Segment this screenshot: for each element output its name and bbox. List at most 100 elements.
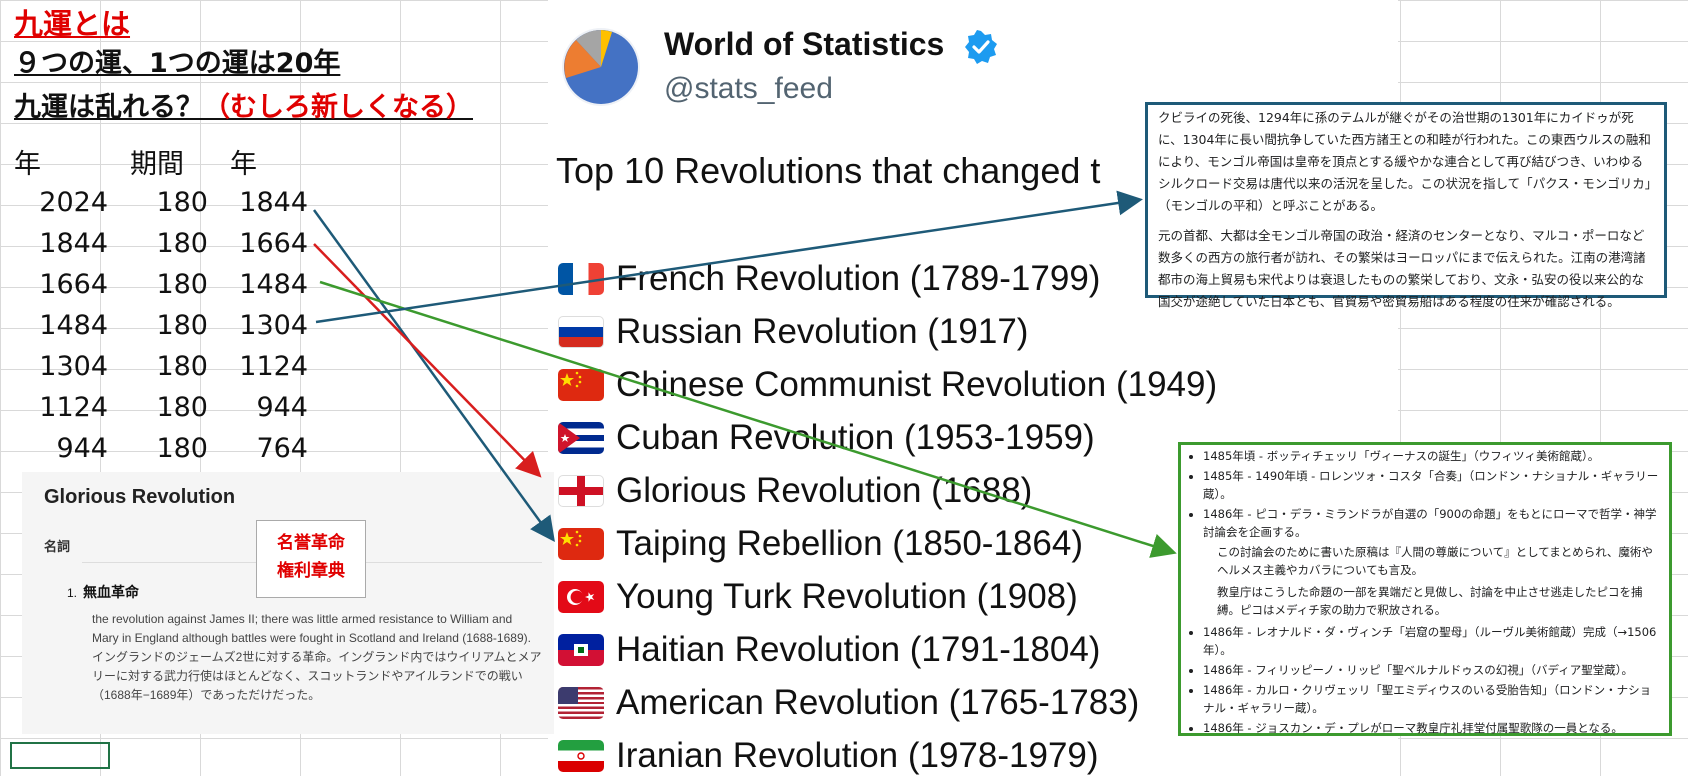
header-cell[interactable]: 期間 <box>130 148 184 180</box>
dictionary-entry: Glorious Revolution 名詞 1. 無血革命 the revolu… <box>22 472 554 734</box>
table-header-row: 年 期間 年 <box>14 140 308 182</box>
table-row: 1124 180 944 <box>14 387 308 428</box>
wiki-subparagraph: この討論会のために書いた原稿は『人間の尊厳について』としてまとめられ、魔術やヘル… <box>1217 545 1653 577</box>
revolution-label: Cuban Revolution (1953-1959) <box>616 417 1095 457</box>
pie-chart-avatar-icon[interactable] <box>562 28 640 106</box>
list-item: 1486年 - レオナルド・ダ・ヴィンチ「岩窟の聖母」（ルーヴル美術館蔵）完成（… <box>1203 623 1661 659</box>
list-item: 1486年 - カルロ・クリヴェッリ「聖エミディウスのいる受胎告知」（ロンドン・… <box>1203 681 1661 717</box>
revolution-label: Russian Revolution (1917) <box>616 311 1029 351</box>
cell[interactable]: 180 <box>156 351 208 382</box>
note-line: 名誉革命 <box>277 533 345 553</box>
wiki-excerpt-mongol: クビライの死後、1294年に孫のテムルが継ぐがその治世期の1301年にカイドゥが… <box>1145 102 1667 309</box>
sense-text: 無血革命 <box>83 584 140 600</box>
revolution-label: Young Turk Revolution (1908) <box>616 576 1078 616</box>
arrow-1664-to-glorious <box>313 243 542 478</box>
cell[interactable]: 1844 <box>239 187 308 218</box>
revolution-list: French Revolution (1789-1799) Russian Re… <box>558 252 1217 782</box>
list-item: Cuban Revolution (1953-1959) <box>558 411 1217 464</box>
iran-flag-icon <box>558 739 604 772</box>
revolution-label: Glorious Revolution (1688) <box>616 470 1033 510</box>
definition-en: the revolution against James II; there w… <box>92 612 531 645</box>
list-item: Taiping Rebellion (1850-1864) <box>558 517 1217 570</box>
list-item: Chinese Communist Revolution (1949) <box>558 358 1217 411</box>
list-item: American Revolution (1765-1783) <box>558 676 1217 729</box>
list-item: Glorious Revolution (1688) <box>558 464 1217 517</box>
table-row: 1664 180 1484 <box>14 264 308 305</box>
france-flag-icon <box>558 262 604 295</box>
list-item: Russian Revolution (1917) <box>558 305 1217 358</box>
tweet-title: Top 10 Revolutions that changed t <box>556 150 1101 191</box>
cell[interactable]: 1664 <box>239 228 308 259</box>
cell[interactable]: 1124 <box>239 351 308 382</box>
kyuun-title: 九運とは <box>14 7 131 41</box>
cell[interactable]: 1304 <box>239 310 308 341</box>
account-handle[interactable]: @stats_feed <box>664 72 833 105</box>
arrow-1844-to-taiping <box>312 209 555 543</box>
cell[interactable]: 180 <box>156 269 208 300</box>
cell[interactable]: 1844 <box>39 228 108 259</box>
list-item: 1486年 - ジョスカン・デ・プレがローマ教皇庁礼拝堂付属聖歌隊の一員となる。 <box>1203 719 1661 737</box>
cell[interactable]: 180 <box>156 433 208 464</box>
revolution-label: Chinese Communist Revolution (1949) <box>616 364 1218 404</box>
england-flag-icon <box>558 474 604 507</box>
note-box[interactable]: 名誉革命 権利章典 <box>256 520 366 598</box>
list-item: Iranian Revolution (1978-1979) <box>558 729 1217 782</box>
haiti-flag-icon <box>558 633 604 666</box>
cell[interactable]: 180 <box>156 392 208 423</box>
kyuun-line-2: ９つの運、1つの運は20年 <box>14 48 341 79</box>
sense-heading: 1. 無血革命 <box>67 582 139 602</box>
revolution-label: Haitian Revolution (1791-1804) <box>616 629 1101 669</box>
arrow-1304-to-mongol <box>315 190 1143 324</box>
cell[interactable]: 1664 <box>39 269 108 300</box>
table-row: 944 180 764 <box>14 428 308 469</box>
list-item: Young Turk Revolution (1908) <box>558 570 1217 623</box>
year-table: 年 期間 年 2024 180 1844 1844 180 1664 1664 180 14… <box>14 140 308 469</box>
table-row: 1844 180 1664 <box>14 223 308 264</box>
header-cell[interactable]: 年 <box>230 148 257 180</box>
cell[interactable]: 764 <box>256 433 308 464</box>
cell[interactable]: 1484 <box>39 310 108 341</box>
wiki-subparagraph: 教皇庁はこうした命題の一部を異端だと見做し、討論を中止させ逃走したピコを捕縛。ピ… <box>1217 585 1643 617</box>
wiki-paragraph: 元の首都、大都は全モンゴル帝国の政治・経済のセンターとなり、マルコ・ポーロなど数… <box>1158 228 1646 309</box>
selected-cell[interactable] <box>10 742 110 769</box>
cell[interactable]: 180 <box>156 310 208 341</box>
verified-badge-icon <box>965 30 997 64</box>
cuba-flag-icon <box>558 421 604 454</box>
cell[interactable]: 180 <box>156 187 208 218</box>
kyuun-line-3: 九運は乱れる？（むしろ新しくなる） <box>14 86 473 130</box>
china-flag-icon <box>558 527 604 560</box>
list-item: 1486年 - ピコ・デラ・ミランドラが自選の「900の命題」をもとにローマで哲… <box>1203 505 1661 541</box>
dictionary-headword: Glorious Revolution <box>44 486 236 508</box>
wiki-paragraph: クビライの死後、1294年に孫のテムルが継ぐがその治世期の1301年にカイドゥが… <box>1158 110 1652 213</box>
kyuun-line-3-main: 九運は乱れる？ <box>14 92 203 123</box>
cell[interactable]: 944 <box>56 433 108 464</box>
wiki-excerpt-renaissance: 1485年頃 - ボッティチェッリ「ヴィーナスの誕生」（ウフィツィ美術館蔵）。 … <box>1178 442 1672 736</box>
kyuun-line-3-red: （むしろ新しくなる） <box>203 92 473 123</box>
definition: the revolution against James II; there w… <box>92 610 542 705</box>
sheet-header: 九運とは ９つの運、1つの運は20年 九運は乱れる？（むしろ新しくなる） <box>14 6 473 130</box>
list-item: 1486年 - フィリッピーノ・リッピ「聖ベルナルドゥスの幻視」（バディア聖堂蔵… <box>1203 661 1661 679</box>
list-item: Haitian Revolution (1791-1804) <box>558 623 1217 676</box>
cell[interactable]: 1484 <box>239 269 308 300</box>
cell[interactable]: 180 <box>156 228 208 259</box>
table-row: 1304 180 1124 <box>14 346 308 387</box>
russia-flag-icon <box>558 315 604 348</box>
cell[interactable]: 2024 <box>39 187 108 218</box>
cell[interactable]: 944 <box>256 392 308 423</box>
list-item: 1485年 - 1490年頃 - ロレンツォ・コスタ「合奏」（ロンドン・ナショナ… <box>1203 467 1661 503</box>
header-cell[interactable]: 年 <box>14 148 41 180</box>
usa-flag-icon <box>558 686 604 719</box>
table-row: 1484 180 1304 <box>14 305 308 346</box>
definition-jp: イングランドのジェームズ2世に対する革命。イングランド内ではウイリアムとメアリー… <box>92 650 542 702</box>
account-name[interactable]: World of Statistics <box>664 26 945 62</box>
arrow-1484-to-renaissance <box>319 280 1177 558</box>
part-of-speech: 名詞 <box>44 539 71 554</box>
cell[interactable]: 1124 <box>39 392 108 423</box>
sense-number: 1. <box>67 586 78 600</box>
note-line: 権利章典 <box>277 561 345 581</box>
turkey-flag-icon <box>558 580 604 613</box>
revolution-label: American Revolution (1765-1783) <box>616 682 1140 722</box>
cell[interactable]: 1304 <box>39 351 108 382</box>
china-flag-icon <box>558 368 604 401</box>
